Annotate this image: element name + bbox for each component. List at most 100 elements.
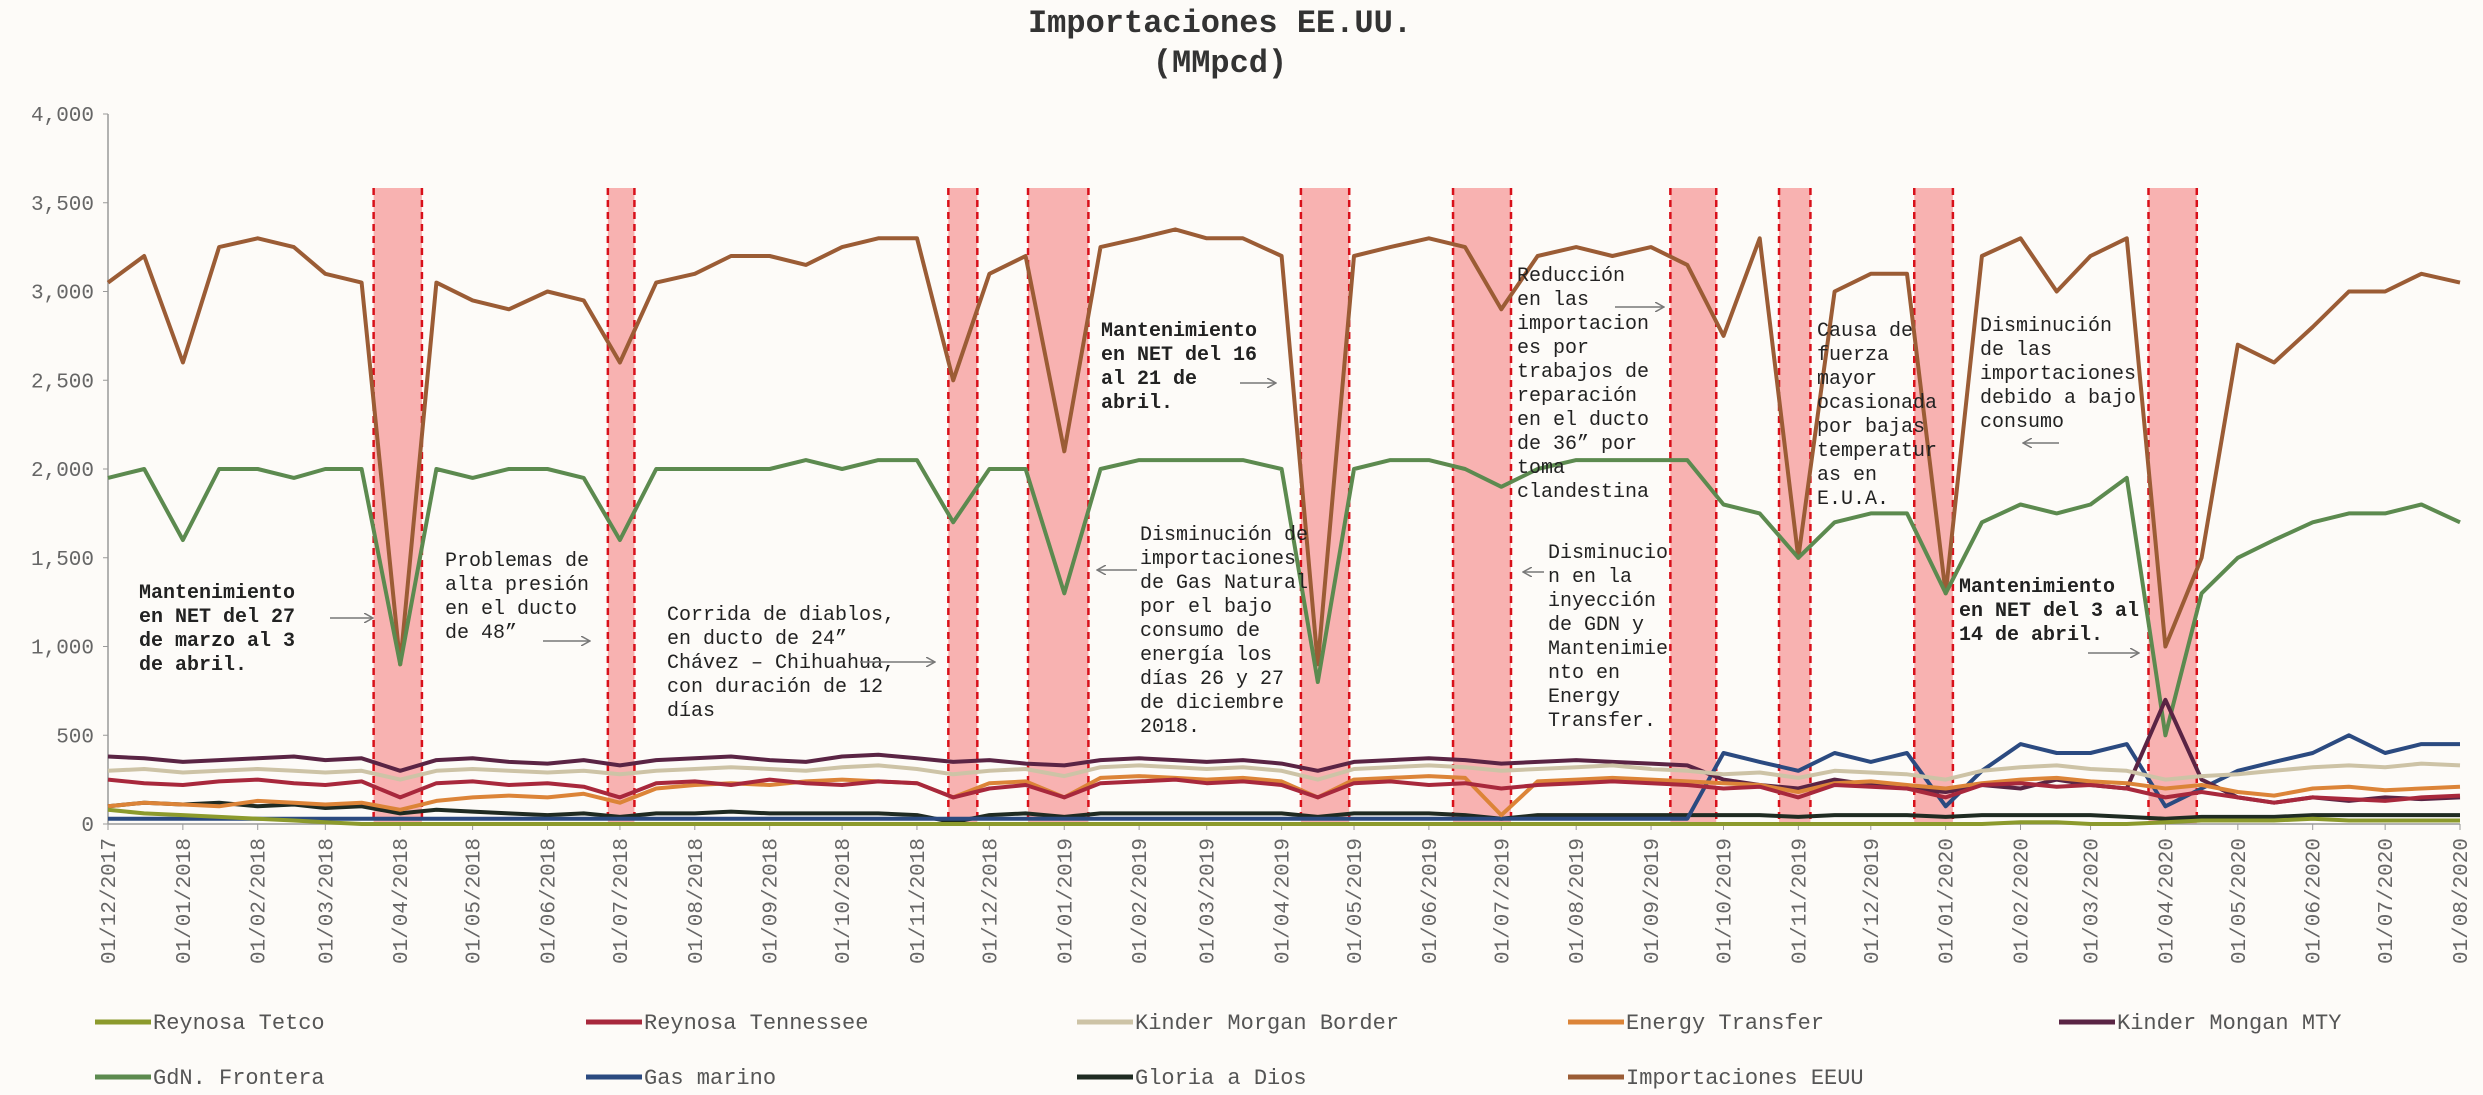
series-line (106, 227, 2461, 667)
annotation-text: de Gas Natural (1140, 572, 1308, 595)
annotation-text: Reducción (1517, 265, 1625, 288)
x-tick-label: 01/09/2019 (1642, 838, 1665, 964)
x-tick-label: 01/10/2019 (1714, 838, 1737, 964)
annotation-text: 2018. (1140, 716, 1200, 739)
annotation-text: reparación (1517, 385, 1637, 408)
x-tick-label: 01/08/2020 (2451, 838, 2474, 964)
annotation-text: consumo de (1140, 620, 1260, 643)
annotation-text: de 36” por (1517, 433, 1637, 456)
annotation-text: es por (1517, 337, 1589, 360)
annotation-text: mayor (1817, 368, 1877, 391)
legend-label: Importaciones EEUU (1626, 1066, 1864, 1091)
x-tick-label: 01/04/2018 (391, 838, 414, 964)
x-tick-label: 01/02/2019 (1130, 838, 1153, 964)
annotation-text: n en la (1548, 566, 1632, 589)
annotation-text: debido a bajo (1980, 387, 2136, 410)
x-tick-label: 01/12/2019 (1862, 838, 1885, 964)
x-tick-label: 01/08/2018 (686, 838, 709, 964)
x-tick-label: 01/06/2020 (2304, 838, 2327, 964)
annotation-text: en ducto de 24” (667, 628, 847, 651)
x-tick-label: 01/04/2020 (2156, 838, 2179, 964)
annotation-text: E.U.A. (1817, 488, 1889, 511)
annotation-text: clandestina (1517, 481, 1649, 504)
shaded-period (607, 188, 635, 824)
annotation-text: Mantenimie (1548, 638, 1668, 661)
x-tick-label: 01/01/2019 (1055, 838, 1078, 964)
x-tick-label: 01/12/2018 (980, 838, 1003, 964)
x-tick-label: 01/03/2020 (2082, 838, 2105, 964)
series-line (107, 777, 2461, 805)
annotation-text: energía los (1140, 644, 1272, 667)
legend-label: Reynosa Tetco (153, 1011, 325, 1036)
y-tick-label: 0 (81, 815, 94, 838)
shaded-period (1670, 188, 1717, 824)
annotation-text: Transfer. (1548, 710, 1656, 733)
annotation-text: Corrida de diablos, (667, 604, 895, 627)
annotation-text: importaciones (1140, 548, 1296, 571)
y-tick-label: 2,500 (31, 371, 94, 394)
x-tick-label: 01/01/2020 (1937, 838, 1960, 964)
annotation-text: Energy (1548, 686, 1620, 709)
series-line (108, 733, 2460, 821)
annotation-text: inyección (1548, 590, 1656, 613)
annotation-text: por bajas (1817, 416, 1925, 439)
annotation-text: toma (1517, 457, 1565, 480)
series-line (107, 697, 2461, 805)
annotation-text: en las (1517, 289, 1589, 312)
shaded-period (1453, 188, 1511, 824)
annotation-text: fuerza (1817, 344, 1889, 367)
annotation-text: al 21 de (1101, 368, 1197, 391)
annotation-text: de GDN y (1548, 614, 1644, 637)
annotation-text: de 48” (445, 622, 517, 645)
legend-label: Kinder Mongan MTY (2117, 1011, 2341, 1036)
annotation-text: en NET del 16 (1101, 344, 1257, 367)
annotation-text: Causa de (1817, 320, 1913, 343)
y-tick-label: 2,000 (31, 460, 94, 483)
annotation-text: en el ducto (445, 598, 577, 621)
x-tick-label: 01/11/2018 (908, 838, 931, 964)
annotation-text: de marzo al 3 (139, 630, 295, 653)
series-line (107, 458, 2461, 738)
annotation-text: en NET del 3 al (1959, 600, 2139, 623)
annotation-text: Mantenimiento (1959, 576, 2115, 599)
annotation-text: en NET del 27 (139, 606, 295, 629)
annotation-text: Disminucio (1548, 542, 1668, 565)
x-tick-label: 01/12/2017 (99, 838, 122, 964)
x-tick-label: 01/01/2018 (174, 838, 197, 964)
x-tick-label: 01/06/2018 (538, 838, 561, 964)
x-tick-label: 01/05/2018 (464, 838, 487, 964)
chart-title: Importaciones EE.UU. (1028, 5, 1412, 42)
annotation-text: con duración de 12 (667, 676, 883, 699)
series-line (107, 761, 2461, 782)
annotation-text: Mantenimiento (1101, 320, 1257, 343)
x-tick-label: 01/06/2019 (1420, 838, 1443, 964)
annotation-text: as en (1817, 464, 1877, 487)
x-tick-label: 01/02/2020 (2012, 838, 2035, 964)
legend-label: Kinder Morgan Border (1135, 1011, 1399, 1036)
x-tick-label: 01/07/2020 (2376, 838, 2399, 964)
x-tick-label: 01/03/2018 (316, 838, 339, 964)
annotation-text: trabajos de (1517, 361, 1649, 384)
x-tick-label: 01/03/2019 (1198, 838, 1221, 964)
y-tick-label: 4,000 (31, 105, 94, 128)
shaded-period (2148, 188, 2197, 824)
annotation-text: abril. (1101, 392, 1173, 415)
annotation-text: Problemas de (445, 550, 589, 573)
legend-label: GdN. Frontera (153, 1066, 325, 1091)
y-tick-label: 1,000 (31, 638, 94, 661)
annotation-text: importaciones (1980, 363, 2136, 386)
annotation-text: de abril. (139, 654, 247, 677)
annotation-text: días 26 y 27 (1140, 668, 1284, 691)
legend-label: Gas marino (644, 1066, 776, 1091)
annotation-text: alta presión (445, 574, 589, 597)
annotation-text: nto en (1548, 662, 1620, 685)
x-tick-label: 01/08/2019 (1567, 838, 1590, 964)
y-tick-label: 3,500 (31, 194, 94, 217)
x-tick-label: 01/11/2019 (1789, 838, 1812, 964)
annotation-text: Mantenimiento (139, 582, 295, 605)
annotation-text: temperatur (1817, 440, 1937, 463)
x-tick-label: 01/10/2018 (833, 838, 856, 964)
annotation-text: Chávez – Chihuahua, (667, 652, 895, 675)
